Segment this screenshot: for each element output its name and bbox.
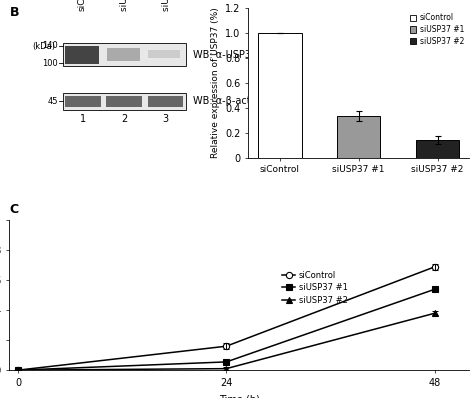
Text: (kDa): (kDa) [33, 42, 55, 51]
Bar [337, 117, 381, 158]
Text: WB: α-β-actin: WB: α-β-actin [193, 96, 260, 107]
Bar [148, 96, 183, 107]
Text: 100: 100 [42, 59, 58, 68]
Bar [65, 46, 100, 64]
Text: 45: 45 [47, 97, 58, 106]
Bar [416, 140, 459, 158]
Bar [258, 33, 301, 158]
Bar [63, 43, 186, 66]
Text: 140: 140 [42, 41, 58, 50]
Text: siUSP37 #2: siUSP37 #2 [162, 0, 171, 11]
Text: 3: 3 [163, 114, 169, 124]
Text: 1: 1 [80, 114, 86, 124]
Y-axis label: Relative expression of USP37 (%): Relative expression of USP37 (%) [210, 8, 219, 158]
X-axis label: Time (h): Time (h) [219, 394, 260, 398]
Text: B: B [9, 6, 19, 19]
Text: 2: 2 [121, 114, 128, 124]
Text: siUSP37 #1: siUSP37 #1 [120, 0, 129, 11]
Legend: siControl, siUSP37 #1, siUSP37 #2: siControl, siUSP37 #1, siUSP37 #2 [408, 12, 465, 47]
Text: WB: α-USP37: WB: α-USP37 [193, 50, 257, 60]
Bar [107, 96, 142, 107]
Bar [147, 50, 180, 58]
Bar [63, 93, 186, 110]
Legend: siControl, siUSP37 #1, siUSP37 #2: siControl, siUSP37 #1, siUSP37 #2 [280, 269, 349, 306]
Bar [107, 49, 140, 61]
Bar [64, 45, 101, 64]
Text: C: C [9, 203, 18, 216]
Text: siControl: siControl [78, 0, 87, 11]
Bar [65, 96, 101, 107]
